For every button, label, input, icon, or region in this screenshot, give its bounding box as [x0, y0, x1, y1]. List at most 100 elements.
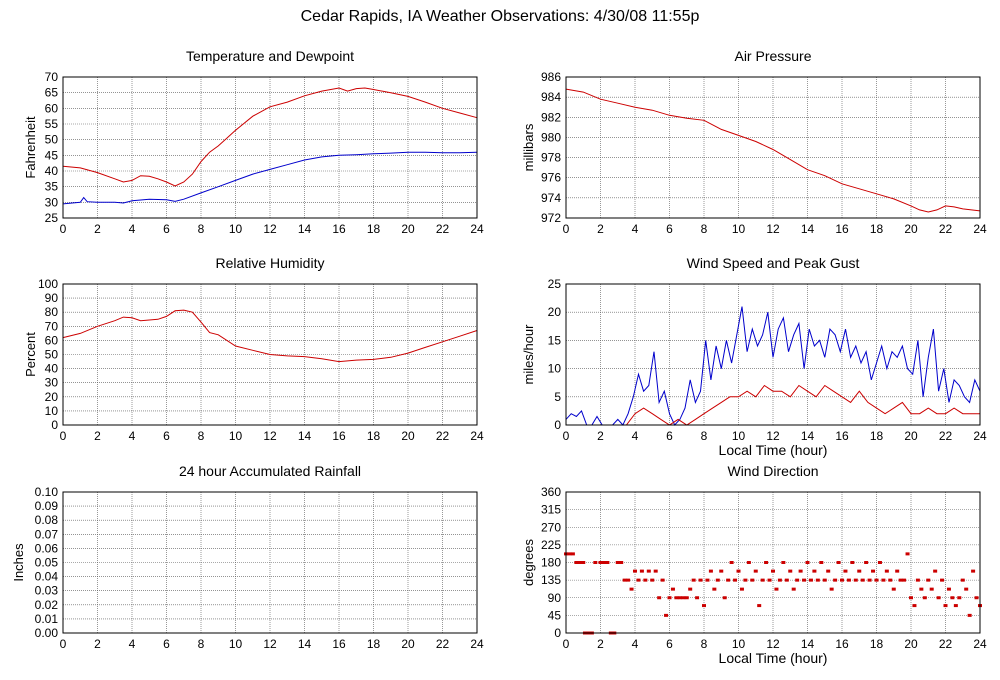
rain-x-tick-label: 2	[94, 637, 101, 651]
direction-point	[974, 596, 979, 600]
rain-y-tick-label: 0.06	[35, 541, 59, 555]
direction-point	[881, 578, 886, 582]
direction-point	[888, 578, 893, 582]
direction-point	[708, 569, 713, 573]
rain-y-tick-label: 0.00	[35, 626, 59, 640]
direction-y-tick-label: 315	[541, 503, 561, 517]
direction-point	[695, 596, 700, 600]
direction-point	[922, 596, 927, 600]
wind-x-tick-label: 2	[597, 429, 604, 443]
rain-y-tick-label: 0.05	[35, 556, 59, 570]
direction-point	[836, 561, 841, 564]
direction-point	[857, 569, 862, 573]
direction-x-tick-label: 2	[597, 637, 604, 651]
direction-point	[909, 596, 913, 600]
direction-point	[605, 561, 610, 564]
direction-point	[905, 552, 910, 556]
pressure-x-tick-label: 6	[666, 222, 673, 236]
humidity-plot-frame	[62, 283, 478, 426]
direction-point	[929, 587, 934, 591]
temp-x-tick-label: 14	[298, 222, 312, 236]
rain-x-tick-label: 6	[163, 637, 170, 651]
direction-x-tick-label: 10	[732, 637, 746, 651]
direction-point	[615, 561, 620, 564]
direction-point	[805, 561, 810, 564]
rain-y-tick-label: 0.01	[35, 612, 59, 626]
direction-point	[767, 578, 772, 582]
direction-point	[626, 578, 631, 582]
pressure-x-tick-label: 8	[701, 222, 708, 236]
rain-x-tick-label: 0	[60, 637, 67, 651]
temp-x-tick-label: 2	[94, 222, 101, 236]
direction-point	[802, 578, 807, 582]
humidity-y-tick-label: 100	[38, 277, 58, 291]
wind-series-line-0	[565, 306, 981, 426]
pressure-series-line-0	[565, 88, 981, 213]
direction-point	[850, 561, 855, 564]
pressure-x-tick-label: 2	[597, 222, 604, 236]
temp-x-tick-label: 18	[367, 222, 381, 236]
direction-point	[791, 587, 796, 591]
direction-y-axis-label: degrees	[521, 539, 536, 586]
pressure-y-tick-label: 978	[541, 151, 561, 165]
humidity-y-tick-label: 90	[45, 291, 59, 305]
rain-x-tick-label: 16	[332, 637, 346, 651]
direction-point	[971, 569, 976, 573]
direction-point	[919, 587, 924, 591]
wind-y-axis-label: miles/hour	[521, 324, 536, 385]
pressure-y-tick-label: 976	[541, 171, 561, 185]
pressure-y-axis-label: millibars	[521, 123, 536, 171]
direction-point	[884, 569, 889, 573]
rain-y-axis-label: Inches	[11, 543, 26, 582]
direction-plot-frame	[565, 491, 981, 634]
temp-y-tick-label: 55	[45, 117, 59, 131]
direction-point	[871, 569, 876, 573]
wind-x-tick-label: 14	[801, 429, 815, 443]
humidity-y-tick-label: 20	[45, 390, 59, 404]
temp-y-tick-label: 45	[45, 148, 59, 162]
direction-point	[670, 587, 675, 591]
direction-point	[877, 561, 882, 564]
direction-point	[926, 578, 931, 582]
direction-point	[674, 596, 679, 600]
direction-point	[581, 561, 586, 564]
direction-point	[953, 604, 958, 608]
direction-point	[753, 569, 758, 573]
direction-point	[840, 578, 844, 582]
pressure-y-tick-label: 986	[541, 70, 561, 84]
direction-point	[936, 596, 941, 600]
temp-y-tick-label: 65	[45, 86, 59, 100]
temp-x-tick-label: 20	[401, 222, 415, 236]
direction-point	[715, 578, 720, 582]
temp-x-tick-label: 24	[470, 222, 484, 236]
wind-x-tick-label: 0	[563, 429, 570, 443]
wind-x-tick-label: 22	[939, 429, 953, 443]
temp-x-tick-label: 10	[229, 222, 243, 236]
temp-y-tick-label: 50	[45, 133, 59, 147]
direction-point	[750, 578, 755, 582]
humidity-y-tick-label: 10	[45, 404, 59, 418]
direction-point	[705, 578, 710, 582]
direction-point	[598, 561, 603, 564]
wind-x-tick-label: 20	[904, 429, 918, 443]
direction-y-tick-label: 45	[548, 608, 562, 622]
direction-point	[639, 569, 644, 573]
rain-x-tick-label: 12	[263, 637, 277, 651]
wind-y-tick-label: 0	[554, 418, 561, 432]
direction-y-tick-label: 180	[541, 556, 561, 570]
direction-point	[726, 578, 731, 582]
direction-x-tick-label: 8	[701, 637, 708, 651]
direction-point	[593, 561, 598, 564]
direction-x-tick-label: 18	[870, 637, 884, 651]
direction-point	[846, 578, 851, 582]
direction-chart-title: Wind Direction	[727, 463, 819, 479]
wind-y-tick-label: 10	[548, 362, 562, 376]
direction-point	[622, 578, 627, 582]
rain-x-tick-label: 22	[436, 637, 450, 651]
direction-point	[843, 569, 848, 573]
direction-point	[774, 587, 779, 591]
pressure-x-tick-label: 10	[732, 222, 746, 236]
humidity-y-tick-label: 80	[45, 305, 59, 319]
direction-point	[739, 587, 744, 591]
direction-x-tick-label: 22	[939, 637, 953, 651]
